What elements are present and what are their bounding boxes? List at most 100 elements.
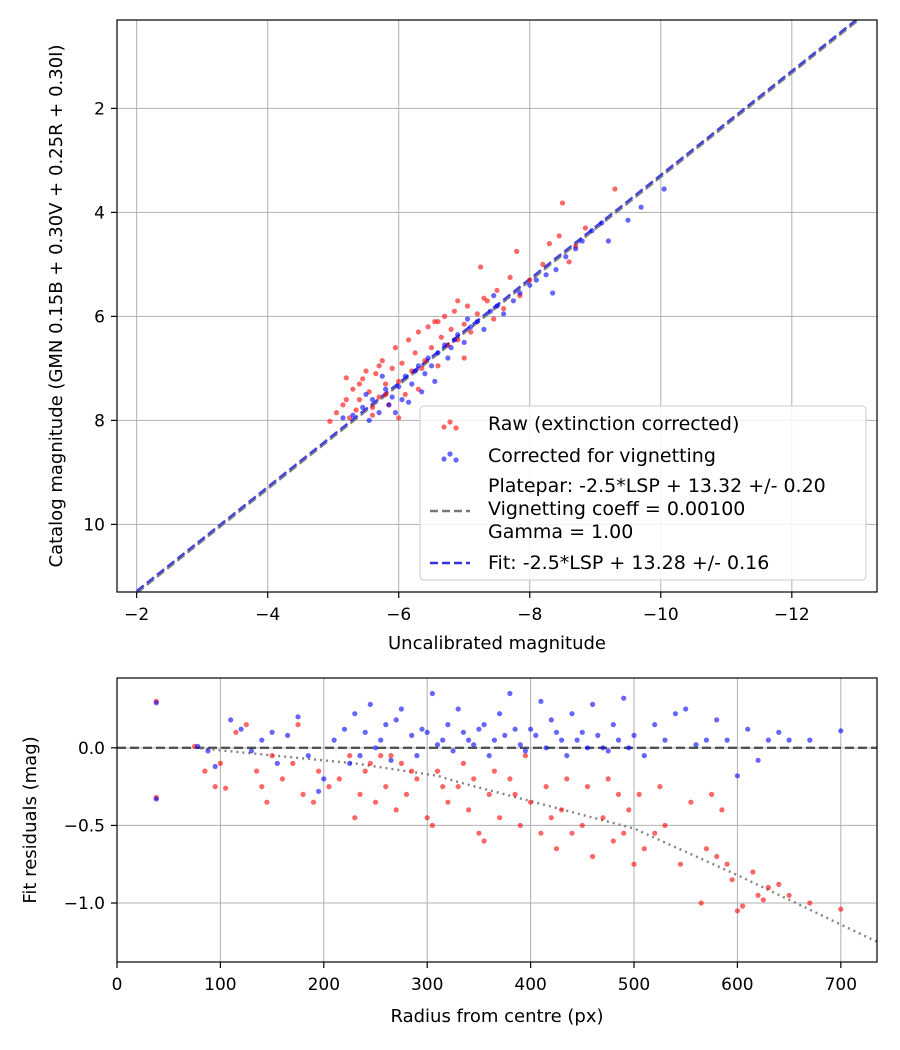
bottom-series-1-point [765, 737, 772, 743]
bottom-series-0-point [264, 799, 270, 805]
top-series-1-point [379, 373, 385, 379]
top-x-tick-label: −10 [643, 605, 679, 625]
bottom-series-1-point [362, 729, 368, 735]
bottom-reference-lines [117, 746, 877, 943]
bottom-series-0-point [755, 892, 761, 898]
bottom-series-0-point [703, 846, 710, 852]
top-x-tick-label: −4 [255, 605, 280, 625]
top-series-0-point [442, 313, 448, 319]
top-series-0-point [369, 412, 376, 418]
top-series-0-point [566, 259, 572, 265]
top-series-1-point [396, 384, 402, 390]
top-series-0-point [376, 363, 382, 369]
top-series-0-point [468, 329, 474, 335]
top-series-1-point [360, 404, 366, 410]
bottom-x-tick-label: 200 [308, 975, 340, 995]
legend-corrected-dot [453, 457, 459, 463]
bottom-series-0-point [729, 877, 735, 883]
top-series-1-point [527, 282, 533, 288]
bottom-series-0-point [471, 776, 477, 782]
bottom-x-axis-label: Radius from centre (px) [390, 1006, 603, 1027]
bottom-series-1-point [512, 726, 518, 732]
bottom-series-1-point [388, 757, 394, 763]
top-series-0-point [582, 225, 589, 231]
bottom-series-0-point [543, 784, 549, 790]
bottom-series-0-point [838, 906, 844, 912]
bottom-y-tick-label: −0.5 [64, 816, 105, 836]
bottom-series-1-point [455, 706, 461, 712]
top-series-1-point [517, 290, 523, 296]
top-series-0-point [402, 391, 408, 397]
top-series-0-point [373, 371, 379, 377]
bottom-series-1-point [476, 726, 482, 732]
top-series-0-point [455, 298, 461, 304]
bottom-series-0-point [414, 776, 420, 782]
bottom-series-1-point [621, 695, 627, 701]
bottom-series-0-point [347, 753, 353, 759]
top-series-1-point [445, 355, 451, 361]
bottom-series-0-point [429, 822, 435, 829]
bottom-series-1-point [497, 711, 503, 717]
bottom-series-0-point [590, 853, 596, 860]
top-series-1-point [533, 277, 539, 283]
bottom-series-1-point [553, 729, 560, 735]
bottom-series-0-point [290, 760, 296, 767]
bottom-plot-frame [116, 677, 878, 963]
top-y-tick-label: 8 [94, 411, 105, 431]
bottom-series-0-point [528, 799, 534, 805]
top-series-1-point [432, 378, 438, 384]
bottom-series-0-point [631, 861, 637, 867]
bottom-series-0-point [259, 784, 265, 790]
bottom-series-1-point [285, 732, 291, 739]
top-series-0-point [478, 264, 484, 270]
legend-raw-label: Raw (extinction corrected) [488, 413, 739, 435]
bottom-series-0-point [605, 776, 611, 782]
bottom-series-0-point [677, 861, 684, 867]
bottom-series-0-point [491, 768, 497, 774]
bottom-y-axis-label: Fit residuals (mag) [20, 736, 41, 903]
top-series-0-point [474, 311, 480, 317]
bottom-ticks: 0 100 200 300 400 500 600 700 0.0 −0.5 −1.0 [64, 739, 857, 995]
top-series-1-point [442, 342, 448, 348]
top-series-1-point [428, 363, 435, 369]
top-series-0-point [514, 248, 520, 254]
top-series-1-point [399, 397, 405, 403]
bottom-series-0-point [269, 753, 275, 759]
bottom-series-1-point [724, 737, 730, 743]
bottom-series-0-point [657, 784, 663, 790]
top-series-1-point [625, 217, 631, 223]
bottom-series-0-point [641, 846, 647, 852]
bottom-series-0-point [434, 768, 441, 774]
top-series-0-point [448, 326, 454, 332]
bottom-series-0-point [243, 722, 249, 728]
top-series-1-point [638, 204, 644, 210]
bottom-series-1-point [434, 742, 441, 748]
bottom-series-1-point [538, 698, 544, 704]
top-series-1-point [451, 337, 457, 343]
bottom-series-1-point [755, 757, 761, 763]
top-series-0-point [363, 368, 369, 374]
bottom-series-0-point [466, 807, 472, 813]
bottom-series-0-point [714, 853, 720, 860]
bottom-x-tick-label: 100 [204, 975, 236, 995]
bottom-series-0-point [455, 784, 461, 790]
top-series-0-point [412, 350, 418, 356]
top-series-0-point [399, 360, 405, 366]
bottom-series-1-point [672, 711, 679, 717]
top-series-0-point [494, 287, 500, 293]
bottom-series-1-point [347, 760, 353, 767]
bottom-series-0-point [760, 897, 766, 903]
bottom-series-0-point [740, 903, 746, 909]
bottom-series-1-point [445, 722, 451, 728]
bottom-series-0-point [807, 900, 813, 906]
top-series-0-point [406, 337, 412, 343]
top-series-1-point [389, 394, 395, 400]
top-series-1-point [340, 415, 346, 421]
top-series-1-point [386, 402, 392, 408]
bottom-series-0-point [316, 768, 322, 774]
top-series-1-point [579, 238, 585, 244]
bottom-series-0-point [295, 722, 301, 728]
bottom-series-1-point [295, 714, 301, 720]
legend-platepar-label-3: Gamma = 1.00 [488, 521, 633, 543]
top-series-0-point [392, 345, 398, 351]
